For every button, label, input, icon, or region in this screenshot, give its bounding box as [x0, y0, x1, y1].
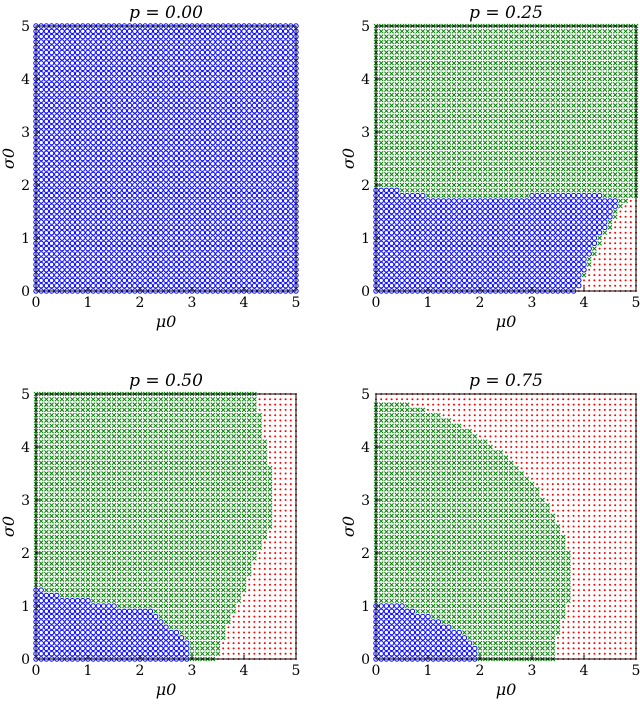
point-red: [599, 258, 601, 260]
point-red: [609, 285, 611, 287]
point-red: [604, 269, 606, 271]
x-tick-label: 0: [32, 295, 41, 311]
point-red: [583, 279, 585, 281]
chart-title: p = 0.00: [129, 3, 203, 23]
point-red: [588, 279, 590, 281]
y-tick-label: 0: [21, 284, 30, 300]
point-red: [609, 232, 611, 234]
point-red: [604, 264, 606, 266]
point-red: [588, 269, 590, 271]
chart-svg: 0 1 2 3 4 5 0 1 2 3 4 5 p = 0.00 μ0 σ0: [0, 0, 330, 335]
point-red: [583, 285, 585, 287]
point-red: [599, 274, 601, 276]
point-red: [593, 258, 595, 260]
point-red: [588, 274, 590, 276]
point-red: [599, 248, 601, 250]
point-red: [604, 279, 606, 281]
point-red: [609, 264, 611, 266]
point-red: [609, 242, 611, 244]
point-red: [614, 253, 616, 255]
point-red: [599, 285, 601, 287]
point-red: [614, 226, 616, 228]
x-tick-label: 5: [292, 295, 301, 311]
point-red: [604, 242, 606, 244]
point-red: [588, 285, 590, 287]
point-red: [609, 279, 611, 281]
point-red: [609, 237, 611, 239]
point-red: [614, 237, 616, 239]
point-red: [609, 253, 611, 255]
point-red: [599, 253, 601, 255]
point-red: [599, 269, 601, 271]
point-red: [593, 264, 595, 266]
point-red: [604, 274, 606, 276]
point-red: [593, 285, 595, 287]
point-red: [609, 269, 611, 271]
point-red: [593, 269, 595, 271]
point-red: [609, 258, 611, 260]
point-red: [614, 274, 616, 276]
point-red: [614, 279, 616, 281]
point-red: [604, 237, 606, 239]
point-red: [614, 221, 616, 223]
y-axis-label: σ0: [0, 148, 18, 169]
y-tick-label: 4: [21, 72, 30, 88]
point-red: [614, 258, 616, 260]
x-tick-label: 2: [136, 295, 145, 311]
point-red: [604, 285, 606, 287]
point-red: [614, 232, 616, 234]
point-red: [614, 248, 616, 250]
point-red: [599, 279, 601, 281]
x-tick-label: 4: [240, 295, 249, 311]
point-red: [593, 274, 595, 276]
point-red: [609, 274, 611, 276]
x-tick-label: 3: [188, 295, 197, 311]
x-axis-label: μ0: [156, 312, 177, 331]
point-red: [604, 258, 606, 260]
point-red: [604, 248, 606, 250]
point-red: [614, 242, 616, 244]
point-red: [609, 248, 611, 250]
point-red: [593, 279, 595, 281]
point-red: [604, 253, 606, 255]
x-tick-label: 1: [84, 295, 93, 311]
y-tick-label: 2: [21, 178, 30, 194]
y-tick-label: 1: [21, 231, 30, 247]
y-tick-label: 5: [21, 19, 30, 35]
panel-1: 0 1 2 3 4 5 0 1 2 3 4 5 p = 0.00 μ0 σ0: [0, 0, 330, 335]
point-red: [614, 264, 616, 266]
point-red: [599, 264, 601, 266]
point-red: [614, 269, 616, 271]
point-red: [614, 285, 616, 287]
y-tick-label: 3: [21, 125, 30, 141]
